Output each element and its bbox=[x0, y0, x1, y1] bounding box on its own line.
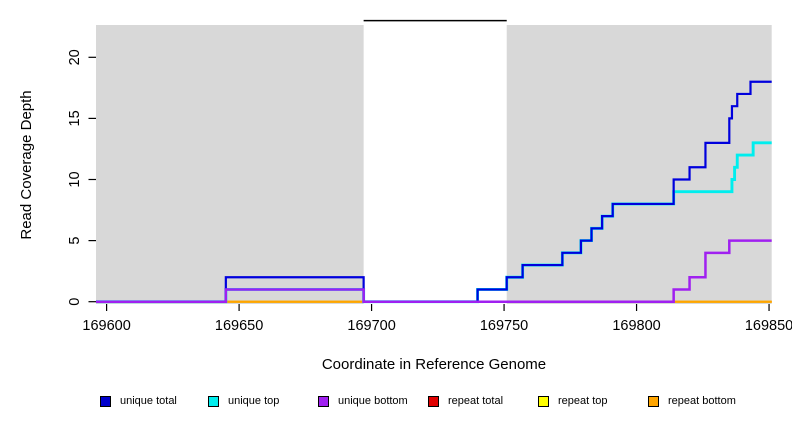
series-line-unique-total bbox=[96, 80, 772, 303]
series-line-unique-bottom bbox=[96, 239, 772, 303]
legend-item-repeat-top: repeat top bbox=[538, 394, 608, 408]
legend-label: unique total bbox=[120, 395, 177, 407]
legend-label: repeat bottom bbox=[668, 395, 736, 407]
x-tick-label: 169650 bbox=[215, 318, 263, 334]
legend-label: repeat total bbox=[448, 395, 504, 407]
y-tick-label: 15 bbox=[67, 110, 83, 126]
legend-swatch-icon bbox=[538, 395, 549, 407]
y-tick-label: 5 bbox=[67, 237, 83, 245]
legend-item-repeat-total: repeat total bbox=[428, 394, 503, 408]
legend-swatch-icon bbox=[100, 395, 111, 407]
legend-item-unique-total: unique total bbox=[100, 394, 177, 408]
y-axis-title: Read Coverage Depth bbox=[18, 90, 35, 239]
legend-swatch-icon bbox=[428, 395, 439, 407]
legend-swatch-icon bbox=[208, 395, 219, 407]
x-tick-label: 169600 bbox=[82, 318, 130, 334]
legend-label: unique bottom bbox=[338, 395, 408, 407]
legend-item-unique-top: unique top bbox=[208, 394, 279, 408]
x-tick-label: 169750 bbox=[480, 318, 528, 334]
legend-label: unique top bbox=[228, 395, 280, 407]
y-tick-label: 20 bbox=[67, 49, 83, 65]
legend-item-unique-bottom: unique bottom bbox=[318, 394, 408, 408]
y-tick-label: 0 bbox=[67, 298, 83, 306]
legend-label: repeat top bbox=[558, 395, 608, 407]
x-tick-label: 169850 bbox=[745, 318, 792, 334]
legend: unique total unique top unique bottom repea… bbox=[0, 394, 792, 412]
legend-swatch-icon bbox=[318, 395, 329, 407]
x-tick-label: 169700 bbox=[347, 318, 395, 334]
x-axis-title: Coordinate in Reference Genome bbox=[322, 356, 546, 373]
legend-item-repeat-bottom: repeat bottom bbox=[648, 394, 736, 408]
masked-region bbox=[363, 20, 507, 304]
y-tick-label: 10 bbox=[67, 171, 83, 187]
legend-swatch-icon bbox=[648, 395, 659, 407]
x-tick-label: 169800 bbox=[612, 318, 660, 334]
